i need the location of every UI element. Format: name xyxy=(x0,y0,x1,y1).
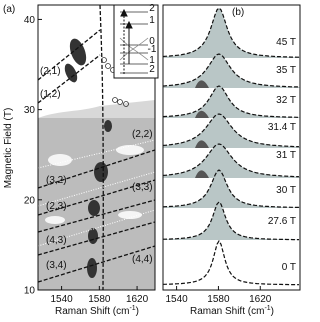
panel-label: (b) xyxy=(232,7,244,18)
label-text: Raman Shift (cm xyxy=(55,306,129,317)
field-label: 45 T xyxy=(276,37,296,48)
label-text: Raman Shift (cm xyxy=(190,306,264,317)
transition-label: (3,2) xyxy=(46,175,67,186)
sub-peak xyxy=(195,140,209,148)
field-label: 31 T xyxy=(276,150,296,161)
x-tick-label: 1620 xyxy=(249,294,272,305)
figure: (a) (b) Magnetic Field (T) Raman Shift (… xyxy=(3,3,301,317)
y-tick-label: 20 xyxy=(24,195,36,206)
x-axis-label: Raman Shift (cm-1) xyxy=(190,305,274,317)
spectrum-fit xyxy=(162,7,299,58)
field-label: 35 T xyxy=(276,65,296,76)
spectrum-fit xyxy=(162,113,300,148)
panel-label: (a) xyxy=(3,4,15,15)
y-axis-label: Magnetic Field (T) xyxy=(3,108,14,189)
field-label: 31.4 T xyxy=(268,122,296,133)
inset xyxy=(113,4,159,79)
theory-lines xyxy=(37,4,156,291)
spectrum-fit xyxy=(162,85,299,118)
field-label: 32 T xyxy=(276,95,296,106)
inset-level-label: 1 xyxy=(149,15,155,26)
transition-label: (3,3) xyxy=(132,182,153,193)
x-tick-label: 1540 xyxy=(50,294,73,305)
x-axis-label: Raman Shift (cm-1) xyxy=(55,305,139,317)
x-tick-label: 1620 xyxy=(126,294,149,305)
label-sup: -1 xyxy=(129,305,135,312)
x-tick-label: 1580 xyxy=(207,294,230,305)
spectrum-fill xyxy=(163,170,300,208)
transition-label: (2,2) xyxy=(132,129,153,140)
label-text: ) xyxy=(271,306,274,317)
transition-label: (2,1) xyxy=(40,66,61,77)
transition-label: (2,3) xyxy=(46,201,67,212)
field-label: 0 T xyxy=(282,262,296,273)
x-tick-label: 1540 xyxy=(165,294,188,305)
spectrum-fill xyxy=(163,86,300,118)
inset-arrows xyxy=(120,8,133,74)
spectrum-fill xyxy=(163,54,300,88)
transition-label: (4,4) xyxy=(132,254,153,265)
transition-label: (1,2) xyxy=(40,89,61,100)
spectrum-fit xyxy=(162,143,300,178)
plot-a-frame xyxy=(37,4,156,291)
spectrum-fit xyxy=(163,239,300,286)
y-tick-label: 10 xyxy=(24,286,36,297)
sub-peak xyxy=(195,110,209,118)
y-tick-label: 30 xyxy=(24,105,36,116)
spectrum-fit xyxy=(163,201,299,241)
y-tick-label: 40 xyxy=(24,15,36,26)
map-light xyxy=(45,145,144,224)
transition-label: (3,4) xyxy=(46,260,67,271)
label-sup: -1 xyxy=(264,305,270,312)
inset-level-label: 0 xyxy=(149,36,155,47)
field-label: 27.6 T xyxy=(268,216,296,227)
spectrum-fill xyxy=(163,8,300,58)
transition-label: (4,3) xyxy=(46,235,67,246)
inset-level-label: 2 xyxy=(149,3,155,14)
spectrum-fill xyxy=(163,241,300,285)
sub-peak xyxy=(195,170,209,178)
spectra xyxy=(162,7,300,286)
spectrum-fill xyxy=(163,144,300,178)
field-label: 30 T xyxy=(276,185,296,196)
inset-level-label: -1 xyxy=(148,44,157,55)
inset-level-label: 1 xyxy=(149,55,155,66)
label-text: ) xyxy=(136,306,139,317)
spectrum-fill xyxy=(163,114,300,148)
sub-peak xyxy=(195,80,209,88)
spectrum-fill xyxy=(163,202,300,240)
map-shade xyxy=(38,100,155,118)
spectrum-fit xyxy=(162,53,300,88)
plot-b-frame xyxy=(162,4,301,291)
map-features xyxy=(64,38,112,278)
x-tick-label: 1580 xyxy=(88,294,111,305)
inset-level-label: 2 xyxy=(149,64,155,75)
spectrum-fit xyxy=(162,169,299,208)
